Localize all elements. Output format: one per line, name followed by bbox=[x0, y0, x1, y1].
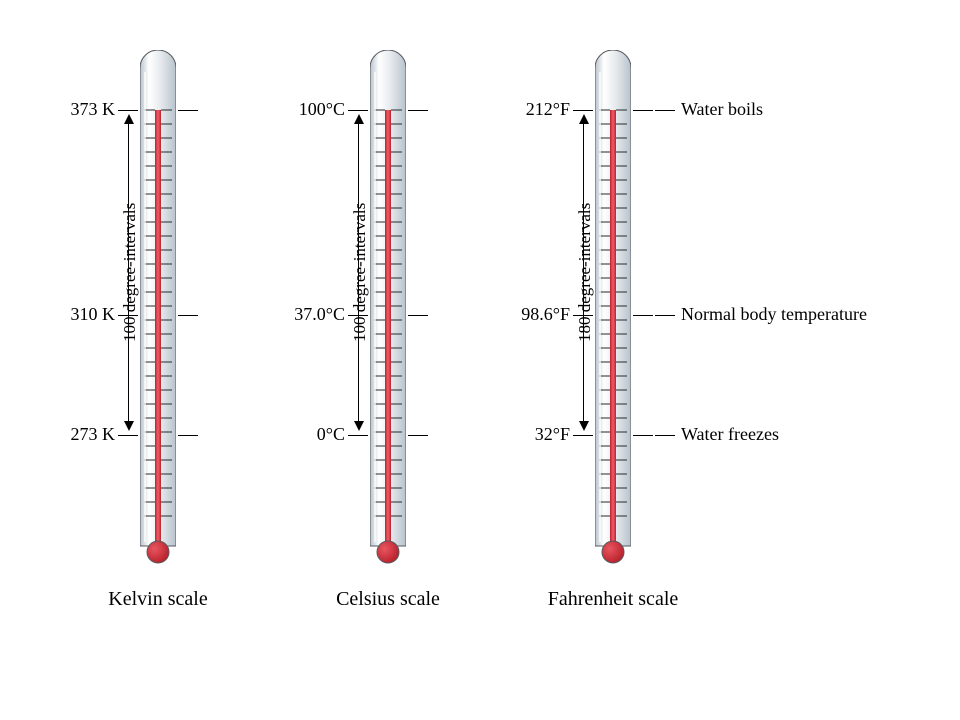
tick-left-kelvin-freeze bbox=[118, 435, 138, 436]
desc-tick-boil bbox=[655, 110, 675, 111]
label-celsius-body: 37.0°C bbox=[270, 304, 345, 325]
label-kelvin-boil: 373 K bbox=[40, 99, 115, 120]
tick-right-kelvin-freeze bbox=[178, 435, 198, 436]
label-celsius-freeze: 0°C bbox=[270, 424, 345, 445]
interval-arrow-down-celsius bbox=[354, 421, 364, 431]
tick-left-celsius-boil bbox=[348, 110, 368, 111]
label-fahrenheit-freeze: 32°F bbox=[495, 424, 570, 445]
interval-arrow-up-fahrenheit bbox=[579, 114, 589, 124]
label-fahrenheit-body: 98.6°F bbox=[495, 304, 570, 325]
interval-arrow-up-kelvin bbox=[124, 114, 134, 124]
interval-arrow-down-fahrenheit bbox=[579, 421, 589, 431]
tick-left-kelvin-boil bbox=[118, 110, 138, 111]
tick-right-celsius-body bbox=[408, 315, 428, 316]
desc-tick-freeze bbox=[655, 435, 675, 436]
label-celsius-boil: 100°C bbox=[270, 99, 345, 120]
tick-right-fahrenheit-boil bbox=[633, 110, 653, 111]
tick-right-celsius-boil bbox=[408, 110, 428, 111]
interval-text-kelvin: 100 degree-intervals bbox=[120, 154, 140, 391]
label-kelvin-body: 310 K bbox=[40, 304, 115, 325]
description-boil: Water boils bbox=[681, 99, 763, 120]
scale-name-celsius: Celsius scale bbox=[313, 588, 463, 611]
thermometer-kelvin bbox=[140, 50, 176, 570]
description-freeze: Water freezes bbox=[681, 424, 779, 445]
interval-arrow-up-celsius bbox=[354, 114, 364, 124]
label-kelvin-freeze: 273 K bbox=[40, 424, 115, 445]
scale-name-fahrenheit: Fahrenheit scale bbox=[538, 588, 688, 611]
tick-left-fahrenheit-boil bbox=[573, 110, 593, 111]
label-fahrenheit-boil: 212°F bbox=[495, 99, 570, 120]
tick-right-kelvin-body bbox=[178, 315, 198, 316]
tick-right-fahrenheit-freeze bbox=[633, 435, 653, 436]
desc-tick-body bbox=[655, 315, 675, 316]
interval-text-fahrenheit: 180 degree-intervals bbox=[575, 154, 595, 391]
tick-right-kelvin-boil bbox=[178, 110, 198, 111]
scale-name-kelvin: Kelvin scale bbox=[83, 588, 233, 611]
tick-right-celsius-freeze bbox=[408, 435, 428, 436]
description-body: Normal body temperature bbox=[681, 304, 867, 325]
tick-left-fahrenheit-freeze bbox=[573, 435, 593, 436]
interval-text-celsius: 100 degree-intervals bbox=[350, 154, 370, 391]
tick-left-celsius-freeze bbox=[348, 435, 368, 436]
thermometer-celsius bbox=[370, 50, 406, 570]
interval-arrow-down-kelvin bbox=[124, 421, 134, 431]
tick-right-fahrenheit-body bbox=[633, 315, 653, 316]
thermometer-fahrenheit bbox=[595, 50, 631, 570]
temperature-scales-diagram: 373 K 310 K 273 K 100 degree-intervals Kelvi… bbox=[20, 50, 940, 690]
